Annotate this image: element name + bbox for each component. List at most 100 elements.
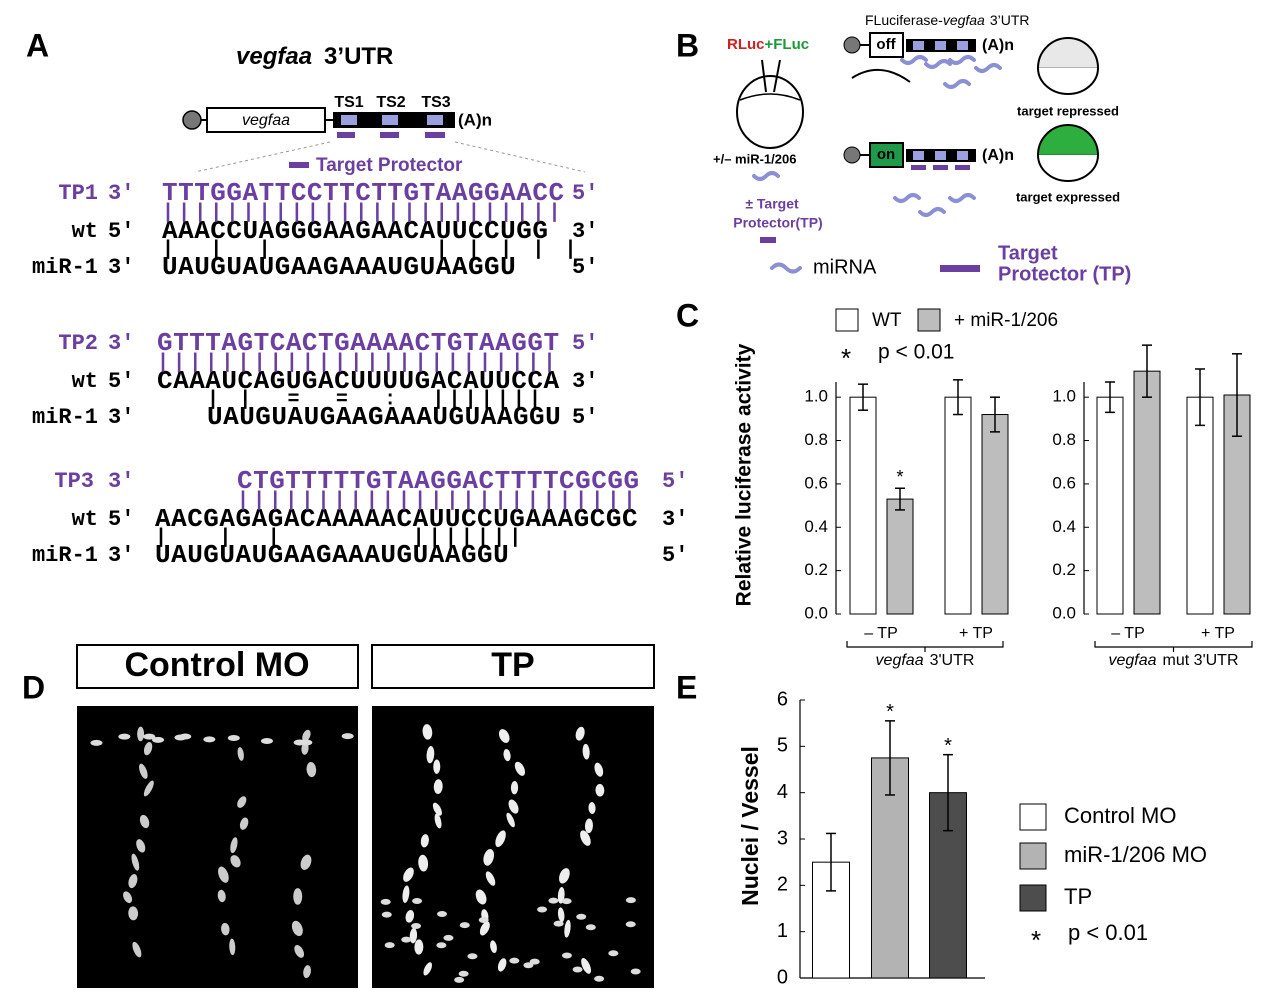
- y-axis-label: Nuclei / Vessel: [737, 746, 763, 906]
- base-pairs: |||||||||||||||||||||||||: [162, 201, 565, 224]
- nucleus: [576, 913, 587, 920]
- sequence: UAUGUAUGAAGAAAUGUAAGGU: [207, 402, 561, 432]
- row-start: 3': [108, 543, 134, 568]
- injection: Protector(TP): [733, 215, 822, 231]
- nucleus: [529, 958, 540, 965]
- nucleus: [401, 936, 412, 943]
- nucleus: [139, 763, 148, 779]
- nucleus: [436, 911, 447, 918]
- panel-label: C: [676, 297, 699, 333]
- nucleus: [131, 853, 140, 871]
- arc: [851, 68, 911, 83]
- y-tick-label: 0.2: [1052, 560, 1076, 579]
- y-tick-label: 4: [777, 781, 788, 803]
- nucleus: [302, 729, 311, 742]
- mirna: [893, 193, 921, 203]
- bar: [1133, 370, 1161, 615]
- alignments: TP1 3' TTTGGATTCCTTCTTGTAAGGAACC 5' wt 5' AAAC…: [32, 178, 688, 570]
- sequence: TTTGGATTCCTTCTTGTAAGGAACC: [162, 178, 565, 208]
- nucleus: [454, 976, 465, 983]
- title-gene: vegfaa: [236, 43, 312, 70]
- nucleus: [123, 891, 133, 904]
- mirna: [943, 79, 971, 89]
- sequence: CTGTTTTTGTAAGGACTTTTCGCGG: [237, 466, 640, 496]
- legend-swatch: [835, 308, 859, 332]
- nucleus: [509, 957, 520, 964]
- protector-bar: [425, 132, 445, 138]
- nucleus: [90, 739, 103, 746]
- construct: FLuciferase-vegfaa 3’UTR: [865, 12, 1030, 28]
- nucleus: [239, 817, 249, 830]
- polya: (A)n: [458, 110, 492, 129]
- y-tick-label: 0.2: [804, 560, 828, 579]
- y-tick-label: 0.4: [804, 517, 828, 536]
- panel-label: A: [26, 27, 49, 63]
- nucleus: [443, 934, 454, 941]
- nucleus: [625, 921, 636, 928]
- row-start: 5': [108, 369, 134, 394]
- nucleus: [479, 921, 490, 936]
- bracket: [846, 641, 1004, 652]
- legend-swatch: [1019, 803, 1047, 831]
- row-end: 3': [572, 219, 598, 244]
- site: [427, 115, 443, 125]
- nucleus: [423, 962, 432, 976]
- legend-label: + miR-1/206: [954, 310, 1058, 331]
- row-start: 3': [108, 405, 134, 430]
- row-end: 5': [572, 181, 598, 206]
- fluc: FLuc: [773, 36, 809, 53]
- nucleus: [580, 830, 591, 846]
- nucleus: [585, 924, 596, 931]
- nucleus: [128, 874, 138, 889]
- nucleus: [475, 889, 487, 905]
- x-tick-label: + TP: [959, 625, 993, 642]
- y-tick-label: 0.8: [804, 430, 828, 449]
- nucleus: [221, 922, 230, 936]
- y-tick-label: 0.0: [804, 603, 828, 622]
- y-tick-label: 3: [777, 827, 788, 849]
- legend-swatch: [289, 162, 309, 168]
- legend-label: miR-1/206 MO: [1064, 842, 1207, 867]
- nucleus: [260, 737, 273, 744]
- nucleus: [506, 812, 515, 828]
- significance-label: p < 0.01: [1068, 920, 1148, 945]
- nucleus: [230, 837, 238, 854]
- nucleus: [485, 871, 496, 886]
- row-end: 5': [662, 543, 688, 568]
- significance-label: p < 0.01: [878, 341, 954, 364]
- injection: ± Target: [745, 196, 799, 212]
- row-name: wt: [72, 507, 98, 532]
- nucleus: [557, 907, 565, 923]
- nucleus: [301, 742, 309, 755]
- nucleus: [227, 734, 240, 741]
- nucleus: [495, 830, 506, 848]
- nuclei: [90, 724, 641, 983]
- outcome: target repressed: [1017, 103, 1119, 118]
- bar: [1096, 396, 1124, 615]
- bar: [871, 757, 909, 979]
- panel-label: E: [676, 669, 697, 705]
- nucleus: [402, 885, 410, 903]
- nucleus: [403, 867, 414, 882]
- legend-label: miRNA: [813, 256, 877, 278]
- sequence: AACGAGAGACAAAAACAUUCCUGAAAGCGC: [155, 504, 638, 534]
- base-pairs: |||||||||||||||||||||||||: [157, 351, 560, 374]
- sequence: AAACCUAGGGAAGAACAUUCCUGG: [162, 216, 548, 246]
- nucleus: [490, 940, 497, 954]
- nucleus: [409, 928, 418, 944]
- panel-title: vegfaa 3’UTR: [236, 43, 393, 70]
- nucleus: [294, 945, 305, 958]
- protector-bar: [380, 132, 399, 138]
- nucleus: [303, 965, 311, 979]
- y-tick-label: 0.6: [1052, 473, 1076, 492]
- nucleus: [414, 939, 424, 955]
- off-box: [869, 32, 904, 58]
- nucleus: [514, 761, 526, 776]
- bar: [944, 396, 972, 615]
- nucleus: [174, 734, 187, 741]
- significance-mark: *: [896, 467, 903, 487]
- nucleus: [478, 916, 489, 923]
- nucleus: [380, 898, 391, 905]
- row-end: 3': [572, 369, 598, 394]
- group-name: mut 3'UTR: [1163, 652, 1239, 669]
